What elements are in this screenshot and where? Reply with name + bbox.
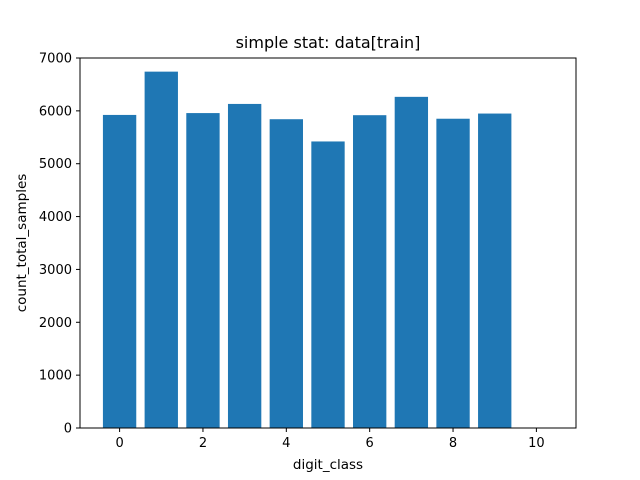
bar-class-4 xyxy=(269,119,303,429)
bars-group xyxy=(102,71,512,429)
y-tick-label: 0 xyxy=(64,422,72,437)
y-axis-label: count_total_samples xyxy=(14,174,30,313)
bar-class-7 xyxy=(394,96,429,428)
chart-title: simple stat: data[train] xyxy=(236,33,421,52)
x-tick-label: 6 xyxy=(366,436,374,451)
bar-class-1 xyxy=(144,71,178,428)
y-tick-label: 4000 xyxy=(39,210,72,225)
y-tick-label: 1000 xyxy=(39,369,72,384)
bar-class-8 xyxy=(436,118,470,428)
bar-class-9 xyxy=(478,113,512,429)
y-tick-label: 5000 xyxy=(39,157,72,172)
y-tick-label: 2000 xyxy=(39,316,72,331)
x-axis-label: digit_class xyxy=(293,457,363,473)
x-tick-label: 8 xyxy=(449,436,457,451)
bar-class-5 xyxy=(311,141,345,428)
bar-class-6 xyxy=(353,115,387,428)
y-tick-label: 7000 xyxy=(39,52,72,67)
y-tick-label: 3000 xyxy=(39,263,72,278)
plot-frame xyxy=(79,57,577,429)
x-tick-label: 0 xyxy=(115,436,123,451)
x-axis-ticks: 0 2 4 6 8 10 xyxy=(115,428,545,451)
x-tick-label: 4 xyxy=(282,436,290,451)
x-tick-label: 10 xyxy=(528,436,545,451)
bar-class-3 xyxy=(227,103,262,429)
bar-class-0 xyxy=(102,114,137,429)
y-tick-label: 6000 xyxy=(39,104,72,119)
y-axis-ticks: 0 1000 2000 3000 4000 5000 6000 7000 xyxy=(39,52,80,437)
x-tick-label: 2 xyxy=(199,436,207,451)
bar-class-2 xyxy=(186,113,220,428)
